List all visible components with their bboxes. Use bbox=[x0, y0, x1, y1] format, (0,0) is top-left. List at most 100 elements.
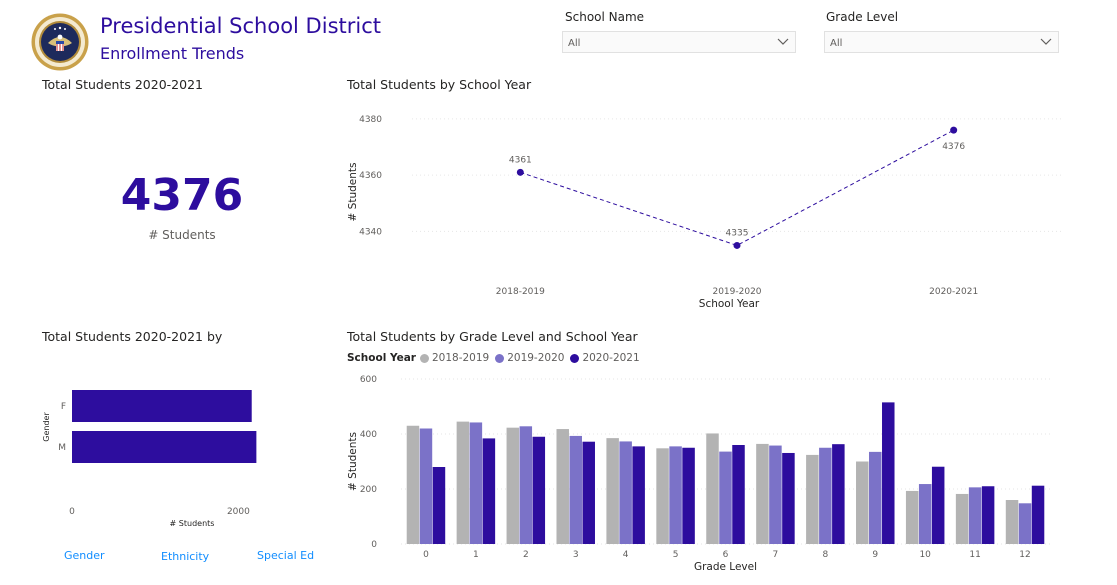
legend-item-2020[interactable]: 2020-2021 bbox=[570, 352, 640, 364]
y-tick-label: 400 bbox=[360, 430, 377, 440]
chevron-down-icon bbox=[1040, 38, 1052, 45]
grade-bar[interactable] bbox=[1031, 485, 1045, 544]
data-point[interactable] bbox=[733, 241, 741, 249]
y-axis-title: # Students bbox=[347, 163, 359, 222]
grade-level-value: All bbox=[830, 38, 843, 49]
grade-bar[interactable] bbox=[669, 446, 682, 544]
grade-level-dropdown[interactable]: All bbox=[824, 31, 1059, 53]
gender-bar-chart: F M 0 2000 # Students Gender bbox=[42, 390, 257, 528]
line-chart-title: Total Students by School Year bbox=[347, 77, 532, 92]
x-tick-label: 2 bbox=[523, 550, 529, 560]
tab-special-ed[interactable]: Special Ed bbox=[257, 549, 315, 562]
grade-bar[interactable] bbox=[905, 490, 919, 544]
grade-bar[interactable] bbox=[582, 441, 595, 544]
grade-bar[interactable] bbox=[769, 445, 782, 544]
grade-bar[interactable] bbox=[719, 451, 732, 544]
legend-label: 2018-2019 bbox=[431, 352, 490, 364]
y-tick-label: 200 bbox=[360, 485, 377, 495]
grade-bar[interactable] bbox=[756, 443, 769, 544]
grade-bar[interactable] bbox=[406, 425, 420, 544]
x-tick-label: 2000 bbox=[227, 507, 250, 517]
grade-bar[interactable] bbox=[456, 421, 470, 544]
y-tick-label: 600 bbox=[360, 375, 377, 385]
grade-bar[interactable] bbox=[606, 438, 619, 544]
grade-bar[interactable] bbox=[968, 487, 982, 544]
data-point[interactable] bbox=[516, 168, 524, 176]
x-tick-label: 11 bbox=[969, 550, 980, 560]
x-tick-label: 8 bbox=[822, 550, 828, 560]
legend-item-2018[interactable]: 2018-2019 bbox=[419, 352, 490, 364]
grade-bar[interactable] bbox=[981, 486, 995, 544]
kpi-value: 4376 bbox=[120, 170, 244, 221]
grade-bar[interactable] bbox=[931, 466, 945, 544]
grade-bar[interactable] bbox=[532, 436, 546, 544]
grade-bar[interactable] bbox=[955, 493, 969, 544]
grade-bar[interactable] bbox=[482, 438, 496, 544]
kpi-card-title: Total Students 2020-2021 bbox=[42, 77, 203, 92]
legend-title: School Year bbox=[347, 352, 416, 364]
data-label: 4361 bbox=[509, 155, 532, 165]
x-tick-label: 9 bbox=[872, 550, 878, 560]
y-tick-label: 0 bbox=[371, 540, 377, 550]
x-tick-label: 2019-2020 bbox=[712, 287, 761, 297]
grade-bar[interactable] bbox=[882, 402, 895, 544]
grade-bar[interactable] bbox=[432, 467, 446, 544]
grade-bar[interactable] bbox=[819, 447, 832, 544]
grade-bar[interactable] bbox=[732, 445, 745, 544]
x-axis-title: School Year bbox=[699, 298, 760, 310]
school-name-value: All bbox=[568, 38, 581, 49]
gender-bar[interactable] bbox=[72, 431, 257, 463]
grade-bar[interactable] bbox=[632, 446, 645, 544]
data-point[interactable] bbox=[950, 126, 958, 134]
grade-bar[interactable] bbox=[918, 484, 932, 544]
gender-card-title: Total Students 2020-2021 by bbox=[42, 329, 223, 344]
tab-ethnicity[interactable]: Ethnicity bbox=[161, 550, 210, 563]
y-tick-label: 4340 bbox=[359, 227, 382, 237]
grade-bar[interactable] bbox=[619, 441, 632, 544]
tab-gender[interactable]: Gender bbox=[64, 549, 105, 562]
x-tick-label: 6 bbox=[723, 550, 729, 560]
grade-bar[interactable] bbox=[1005, 500, 1019, 544]
x-tick-label: 2020-2021 bbox=[929, 287, 978, 297]
x-tick-label: 3 bbox=[573, 550, 579, 560]
grade-bar[interactable] bbox=[706, 433, 719, 544]
legend-dot-icon bbox=[495, 353, 505, 363]
grade-bar[interactable] bbox=[556, 429, 569, 544]
legend-dot-icon bbox=[419, 353, 429, 363]
legend-dot-icon bbox=[570, 353, 580, 363]
data-label: 4376 bbox=[942, 142, 965, 152]
grade-bar[interactable] bbox=[469, 422, 483, 544]
grade-bar[interactable] bbox=[656, 448, 669, 544]
grade-bar[interactable] bbox=[569, 435, 582, 544]
x-axis-title: Grade Level bbox=[694, 561, 757, 573]
y-tick-label: F bbox=[61, 402, 66, 412]
grade-bar[interactable] bbox=[782, 452, 795, 544]
grade-bar[interactable] bbox=[869, 451, 882, 544]
series-line bbox=[520, 129, 954, 246]
grade-bar[interactable] bbox=[506, 427, 520, 544]
page-subtitle: Enrollment Trends bbox=[100, 44, 245, 63]
x-tick-label: 0 bbox=[69, 507, 75, 517]
y-axis-title: Gender bbox=[42, 412, 51, 442]
x-tick-label: 4 bbox=[623, 550, 629, 560]
x-tick-label: 12 bbox=[1019, 550, 1030, 560]
chevron-down-icon bbox=[777, 38, 789, 45]
gender-bar[interactable] bbox=[72, 390, 252, 422]
grade-bar[interactable] bbox=[806, 454, 819, 544]
grade-bar[interactable] bbox=[1018, 503, 1032, 544]
grade-bar[interactable] bbox=[682, 447, 695, 544]
legend-item-2019[interactable]: 2019-2020 bbox=[495, 352, 564, 364]
grade-chart-legend: School Year 2018-2019 2019-2020 2020-202… bbox=[347, 352, 646, 364]
legend-label: 2020-2021 bbox=[582, 352, 640, 364]
x-tick-label: 5 bbox=[673, 550, 679, 560]
district-seal-logo bbox=[31, 13, 89, 71]
kpi-label: # Students bbox=[148, 228, 216, 242]
x-tick-label: 0 bbox=[423, 550, 429, 560]
grade-bar[interactable] bbox=[832, 444, 845, 544]
y-tick-label: 4360 bbox=[359, 171, 382, 181]
y-axis-title: # Students bbox=[347, 432, 359, 491]
grade-bar[interactable] bbox=[856, 461, 869, 545]
school-name-dropdown[interactable]: All bbox=[562, 31, 796, 53]
grade-bar[interactable] bbox=[419, 428, 433, 545]
grade-bar[interactable] bbox=[519, 426, 533, 544]
